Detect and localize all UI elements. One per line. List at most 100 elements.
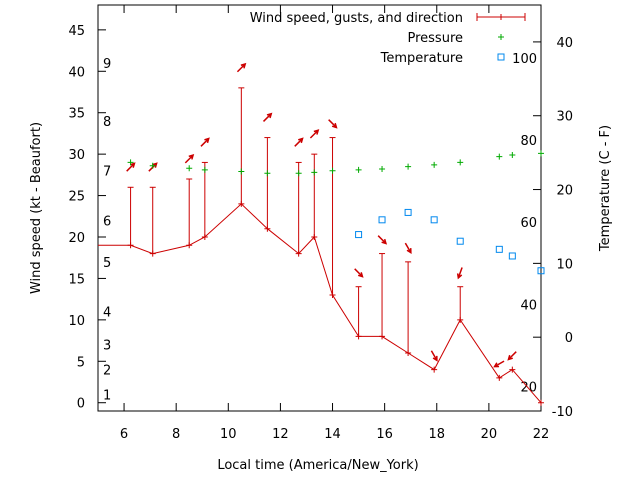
wind-direction-arrow (354, 268, 364, 278)
y-left-tick-label: 40 (68, 65, 85, 80)
x-axis-label: Local time (America/New_York) (217, 458, 418, 473)
beaufort-label: 4 (103, 306, 111, 321)
y-left-tick-label: 25 (68, 190, 85, 205)
y-right-tick-label: 20 (556, 184, 573, 199)
legend-label: Wind speed, gusts, and direction (250, 11, 463, 26)
beaufort-label: 7 (103, 165, 111, 180)
beaufort-label: 1 (103, 388, 111, 403)
wind-direction-arrow (328, 119, 338, 129)
wind-point (431, 366, 438, 373)
wind-direction-arrow (377, 235, 388, 245)
pressure-point (379, 166, 386, 173)
pressure-point (496, 153, 503, 160)
x-tick-label: 8 (172, 427, 180, 442)
legend-swatch-wind-mark (498, 14, 504, 20)
y-left-tick-label: 45 (68, 24, 85, 39)
wind-points (127, 200, 544, 406)
wind-direction-arrow (493, 360, 505, 368)
beaufort-label: 5 (103, 256, 111, 271)
wind-direction-arrow (126, 162, 136, 172)
temperature-point (430, 216, 438, 224)
wind-point (355, 333, 362, 340)
y-left-tick-label: 0 (77, 397, 85, 412)
wind-point (295, 250, 302, 257)
temperature-point (456, 237, 464, 245)
wind-direction-arrow (430, 350, 438, 362)
wind-point (149, 250, 156, 257)
tick-labels: 6 8 10 12 14 16 18 20 22051015202530354045-10010… (68, 24, 573, 442)
wind-direction-arrow (200, 137, 210, 147)
pressure-point (355, 166, 362, 173)
temperature-point (537, 267, 545, 275)
y-right-tick-label: 10 (556, 257, 573, 272)
y-axis-left-label: Wind speed (kt - Beaufort) (29, 122, 44, 294)
y-left-tick-label: 5 (77, 355, 85, 370)
fahrenheit-label: 40 (520, 299, 537, 314)
legend-swatch-temperature (497, 53, 505, 61)
legend-swatch-pressure (498, 34, 504, 40)
pressure-point (457, 159, 464, 166)
temperature-point (404, 208, 412, 216)
y-left-tick-label: 20 (68, 231, 85, 246)
x-tick-label: 22 (533, 427, 550, 442)
wind-point (201, 234, 208, 240)
y-axis-right-label: Temperature (C - F) (598, 125, 613, 252)
pressure-point (186, 165, 193, 172)
legend-label: Pressure (407, 31, 463, 46)
y-left-tick-label: 30 (68, 148, 85, 163)
pressure-point (329, 167, 336, 174)
beaufort-label: 2 (103, 364, 111, 379)
wind-point (405, 350, 412, 356)
wind-direction-arrow (294, 137, 304, 147)
x-tick-label: 18 (428, 427, 445, 442)
ticks (98, 5, 542, 412)
pressure-point (538, 150, 544, 157)
fahrenheit-label: 60 (520, 216, 537, 231)
wind-direction-arrow (262, 112, 273, 122)
y-left-tick-label: 10 (68, 314, 85, 329)
wind-point (538, 399, 544, 406)
pressure-point (264, 170, 271, 177)
temperature-point (508, 252, 516, 260)
pressure-point (509, 151, 516, 158)
pressure-point (431, 161, 438, 168)
legend: Wind speed, gusts, and direction Pressure… (250, 11, 526, 66)
beaufort-label: 9 (103, 57, 111, 72)
beaufort-label: 6 (103, 214, 111, 229)
x-tick-label: 12 (272, 427, 289, 442)
wind-direction-arrow (507, 351, 517, 361)
wind-direction-arrow (309, 129, 320, 139)
x-tick-label: 16 (376, 427, 393, 442)
pressure-point (127, 159, 134, 166)
y-left-tick-label: 35 (68, 107, 85, 122)
pressure-point (311, 169, 318, 176)
temperature-point (378, 216, 386, 224)
x-tick-label: 14 (324, 427, 341, 442)
y-right-tick-label: 0 (565, 331, 573, 346)
temperature-point (355, 231, 363, 239)
wind-point (329, 292, 336, 298)
fahrenheit-label: 100 (512, 52, 537, 67)
wind-point (127, 242, 134, 249)
pressure-point (238, 168, 245, 175)
wind-direction-arrow (404, 242, 412, 254)
pressure-point (405, 163, 412, 170)
wind-direction-arrows (126, 62, 517, 368)
wind-point (379, 333, 386, 340)
wind-point (186, 242, 193, 249)
beaufort-label: 3 (103, 339, 111, 354)
wind-direction-arrow (236, 62, 247, 73)
wind-speed-line (98, 203, 542, 404)
beaufort-label: 8 (103, 115, 111, 130)
pressure-point (149, 162, 156, 169)
wind-point (264, 225, 271, 232)
wind-point (238, 200, 245, 207)
gust-bars (127, 87, 464, 353)
pressure-point (201, 166, 208, 173)
pressure-point (295, 170, 302, 177)
y-right-tick-label: 40 (556, 36, 573, 51)
x-tick-label: 6 (120, 427, 128, 442)
plot-frame (97, 4, 542, 412)
y-right-tick-label: 30 (556, 110, 573, 125)
